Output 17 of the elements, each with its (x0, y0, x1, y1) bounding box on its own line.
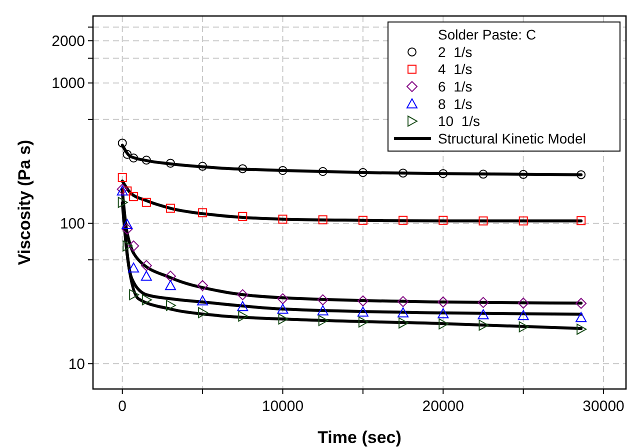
x-tick-label: 20000 (422, 398, 464, 415)
x-tick-label: 30000 (582, 398, 624, 415)
x-tick-label: 0 (118, 398, 127, 415)
legend-label: 6 1/s (438, 78, 472, 94)
legend-label: Structural Kinetic Model (438, 130, 586, 146)
legend-label: 8 1/s (438, 96, 472, 112)
y-tick-label: 2000 (52, 32, 85, 50)
y-tick-label: 10 (68, 356, 85, 373)
y-axis-title: Viscosity (Pa s) (15, 140, 34, 266)
legend-label: 10 1/s (438, 113, 480, 130)
y-tick-label: 1000 (52, 75, 85, 92)
legend-title: Solder Paste: C (438, 26, 536, 43)
x-tick-label: 10000 (262, 398, 304, 415)
legend-label: 2 1/s (438, 44, 472, 60)
legend-label: 4 1/s (438, 61, 472, 78)
x-axis-title: Time (sec) (318, 428, 402, 447)
y-tick-label: 100 (60, 216, 85, 233)
